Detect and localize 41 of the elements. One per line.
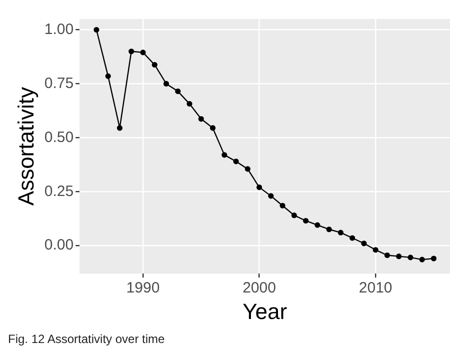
- point: [94, 26, 100, 33]
- point: [116, 125, 123, 131]
- point: [361, 240, 367, 246]
- point: [326, 226, 332, 232]
- point: [210, 125, 216, 131]
- y-tick-label: 0.25: [44, 182, 74, 200]
- y-tick-label: 0.75: [44, 74, 74, 92]
- point: [175, 88, 181, 94]
- point: [338, 230, 344, 236]
- y-tick-label: 1.00: [44, 20, 74, 38]
- caption: Fig. 12 Assortativity over time: [8, 332, 166, 346]
- point: [233, 158, 239, 164]
- point: [105, 73, 111, 79]
- point: [384, 252, 390, 258]
- point: [314, 222, 320, 228]
- point: [419, 256, 425, 262]
- x-tick-label: 2010: [358, 280, 392, 297]
- point: [198, 116, 204, 122]
- point: [128, 48, 134, 54]
- x-tick-label: 1990: [126, 280, 160, 297]
- point: [163, 80, 170, 87]
- point: [302, 218, 309, 224]
- point: [244, 166, 250, 172]
- point: [372, 247, 378, 253]
- point: [152, 62, 158, 68]
- point: [268, 193, 274, 199]
- y-tick-label: 0.00: [44, 236, 74, 254]
- y-axis-title: Assortativity: [13, 87, 38, 206]
- x-tick-label: 2000: [242, 280, 276, 297]
- point: [140, 50, 146, 56]
- point: [396, 254, 402, 260]
- point: [350, 235, 356, 241]
- point: [291, 212, 297, 218]
- point: [256, 184, 262, 190]
- y-tick-label: 0.50: [44, 128, 74, 146]
- point: [222, 152, 228, 158]
- x-axis-title: Year: [242, 298, 288, 324]
- point: [408, 254, 414, 260]
- point: [186, 100, 192, 107]
- point: [430, 256, 437, 262]
- point: [280, 202, 286, 208]
